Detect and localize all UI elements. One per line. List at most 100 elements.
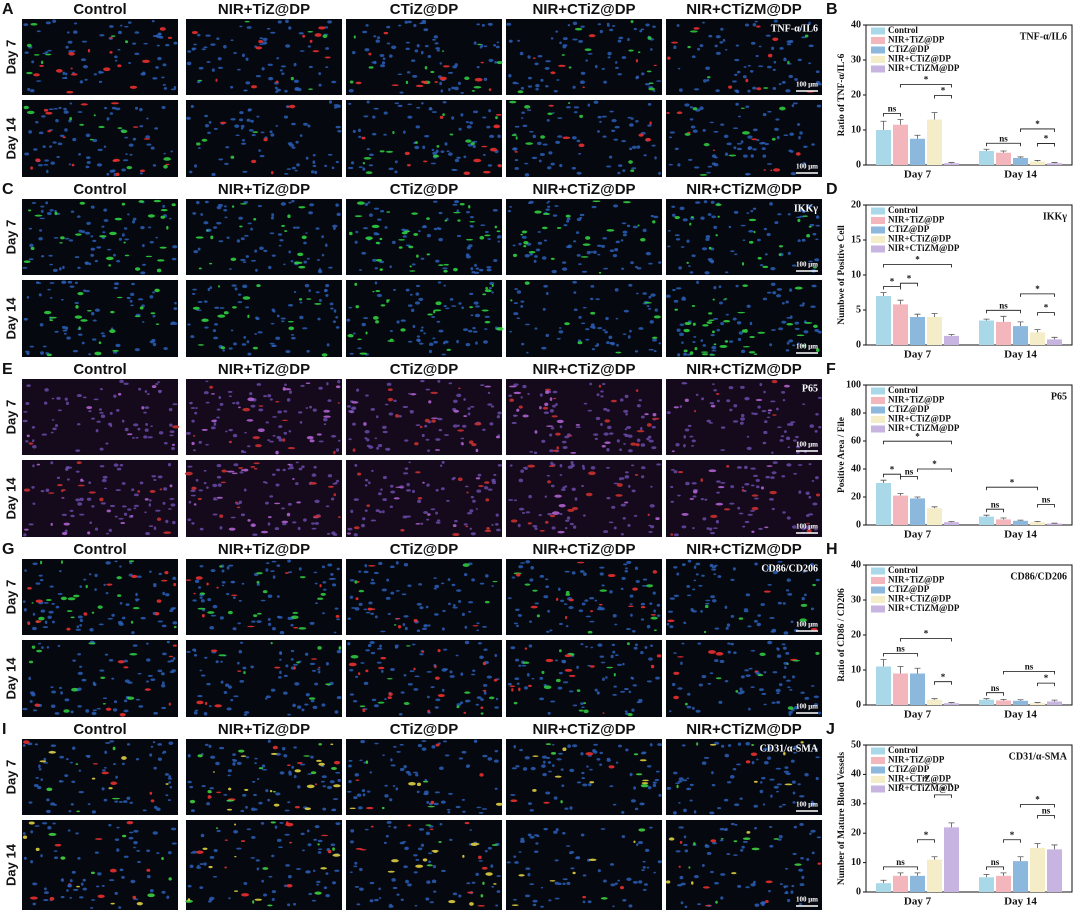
stain-signal — [357, 672, 361, 676]
micrograph — [346, 199, 502, 275]
nucleus — [601, 244, 606, 248]
nucleus — [632, 225, 638, 229]
nucleus — [790, 890, 794, 894]
nucleus — [789, 288, 793, 292]
nucleus — [92, 138, 98, 143]
stain-signal — [812, 583, 816, 587]
nucleus — [161, 76, 165, 79]
nucleus — [78, 769, 82, 772]
nucleus — [77, 857, 81, 860]
nucleus — [637, 701, 643, 703]
nucleus — [432, 38, 436, 41]
nucleus — [121, 876, 125, 879]
nucleus — [407, 683, 413, 686]
nucleus — [640, 602, 646, 606]
nucleus — [700, 339, 704, 342]
nucleus — [724, 152, 729, 156]
nucleus — [421, 747, 427, 751]
stain-signal — [247, 397, 255, 402]
nucleus — [44, 887, 47, 891]
stain-signal — [415, 523, 421, 525]
stain-signal — [33, 73, 40, 77]
nucleus — [133, 829, 139, 833]
nucleus — [114, 891, 119, 895]
stain-signal — [309, 39, 313, 43]
nucleus — [265, 789, 269, 793]
stain-signal — [634, 473, 639, 476]
stain-signal — [715, 203, 722, 207]
nucleus — [173, 41, 178, 45]
nucleus — [415, 858, 420, 861]
nucleus — [223, 205, 227, 208]
nucleus — [240, 449, 245, 453]
nucleus — [760, 781, 763, 784]
nucleus — [442, 609, 446, 613]
nucleus — [567, 744, 571, 748]
nucleus — [316, 880, 321, 883]
nucleus — [294, 169, 298, 172]
stain-signal — [284, 572, 289, 574]
stain-signal — [318, 743, 323, 746]
nucleus — [815, 224, 821, 227]
significance-label: * — [1035, 119, 1040, 129]
nucleus — [24, 51, 29, 54]
stain-signal — [604, 441, 611, 445]
nucleus — [123, 800, 128, 803]
nucleus — [549, 433, 553, 437]
nucleus — [365, 394, 369, 397]
stain-signal — [542, 212, 551, 216]
stain-signal — [713, 343, 717, 346]
nucleus — [42, 822, 48, 825]
nucleus — [149, 889, 154, 893]
nucleus — [480, 698, 484, 701]
nucleus — [197, 33, 201, 37]
stain-signal — [545, 390, 550, 394]
scale-bar-label: 100 μm — [796, 523, 818, 531]
nucleus — [754, 20, 758, 23]
nucleus — [77, 111, 83, 113]
nucleus — [157, 475, 163, 479]
stain-signal — [773, 168, 781, 172]
nucleus — [606, 466, 610, 469]
nucleus — [33, 783, 39, 788]
stain-signal — [348, 231, 353, 236]
stain-signal — [322, 34, 328, 39]
stain-signal — [246, 419, 254, 422]
stain-signal — [530, 605, 538, 609]
stain-signal — [527, 464, 536, 468]
legend-swatch — [871, 27, 885, 35]
nucleus — [228, 428, 233, 432]
stain-signal — [160, 215, 166, 219]
stain-signal — [495, 802, 503, 806]
nucleus — [96, 246, 102, 249]
stain-signal — [416, 782, 422, 786]
nucleus — [226, 707, 232, 711]
nucleus — [789, 132, 795, 136]
nucleus — [203, 482, 207, 485]
stain-signal — [439, 115, 444, 119]
stain-signal — [353, 526, 360, 530]
nucleus — [332, 533, 338, 536]
stain-signal — [332, 847, 335, 851]
nucleus — [787, 213, 791, 216]
nucleus — [416, 629, 421, 633]
significance-label: ns — [1042, 495, 1051, 505]
nucleus — [610, 883, 616, 887]
nucleus — [22, 600, 26, 603]
nucleus — [314, 170, 318, 175]
bar — [876, 296, 891, 345]
nucleus — [580, 702, 584, 705]
nucleus — [365, 611, 371, 614]
nucleus — [412, 324, 416, 328]
stain-signal — [256, 284, 261, 288]
stain-signal — [708, 246, 712, 250]
nucleus — [325, 661, 329, 666]
nucleus — [259, 43, 264, 46]
nucleus — [748, 229, 754, 233]
nucleus — [167, 463, 172, 467]
stain-signal — [388, 692, 393, 696]
stain-signal — [161, 857, 164, 861]
stain-signal — [85, 584, 88, 589]
nucleus — [54, 330, 59, 333]
nucleus — [105, 592, 109, 595]
